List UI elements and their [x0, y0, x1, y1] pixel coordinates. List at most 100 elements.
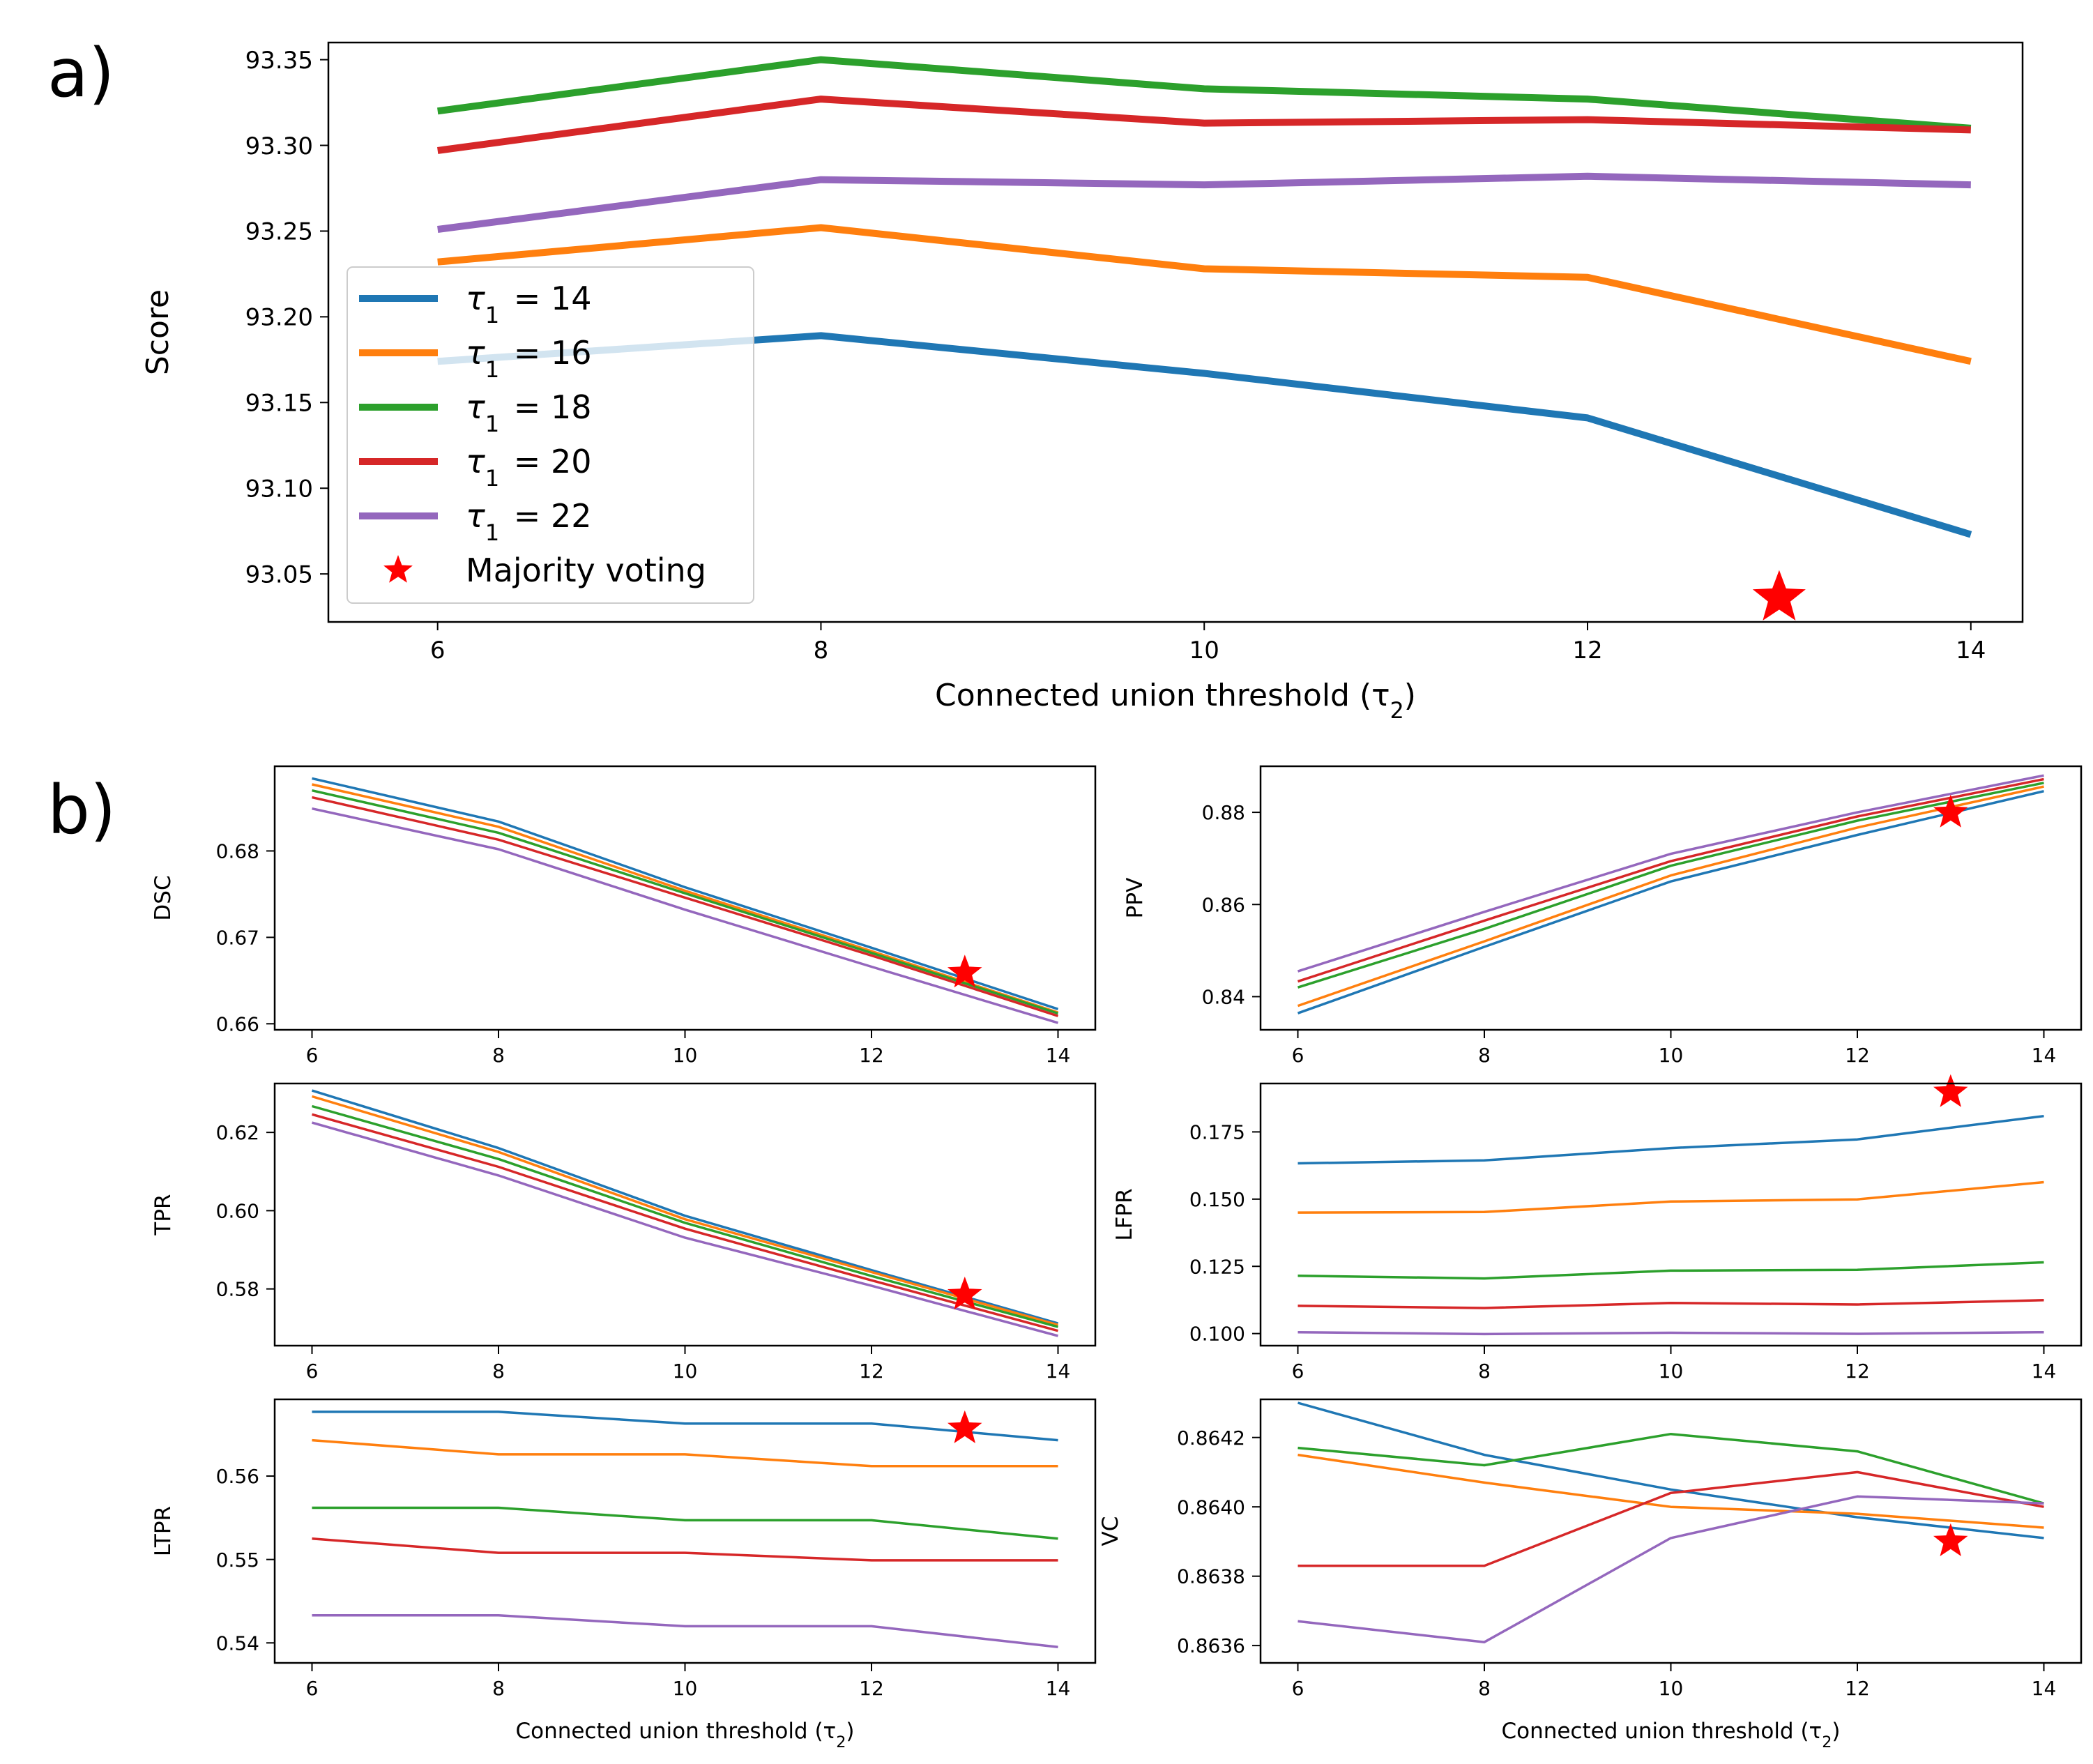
y-tick-label-ppv: 0.88 [1202, 801, 1245, 824]
y-tick-label-lfpr: 0.100 [1189, 1323, 1245, 1346]
series-line-tpr-4 [312, 1113, 1058, 1332]
series-line-vc-1 [1297, 1401, 2044, 1539]
series-line-vc-3 [1297, 1432, 2044, 1505]
series-line-vc-5 [1297, 1495, 2044, 1643]
x-tick-label-ppv: 14 [2032, 1044, 2057, 1067]
y-tick-label-tpr: 0.62 [216, 1121, 259, 1144]
y-tick-label-a: 93.25 [245, 218, 313, 246]
x-axis-label-a: Connected union threshold (τ2) [935, 678, 1416, 724]
series-line-dsc-2 [312, 783, 1059, 1014]
x-tick-label-dsc: 8 [492, 1044, 505, 1067]
series-line-tpr-2 [312, 1095, 1058, 1326]
x-tick-label-dsc: 10 [673, 1044, 698, 1067]
x-tick-label-vc: 12 [1845, 1677, 1870, 1700]
series-line-dsc-3 [312, 789, 1059, 1015]
x-tick-label-tpr: 14 [1046, 1360, 1071, 1383]
plot-tpr: 6 8 10 12 14 0.58 0.60 0.62 TPR [151, 1082, 1097, 1383]
legend-label-1: τ1 = 14 [466, 280, 592, 328]
x-tick-label-ppv: 8 [1478, 1044, 1491, 1067]
plot-dsc: 6 8 10 12 14 0.66 0.67 0.68 DSC [151, 765, 1097, 1067]
x-tick-label-ltpr: 12 [859, 1677, 884, 1700]
x-tick-label-ppv: 6 [1292, 1044, 1304, 1067]
series-line-tpr-3 [312, 1104, 1058, 1328]
series-line-ltpr-5 [312, 1614, 1058, 1649]
x-tick-label-a: 12 [1572, 637, 1602, 664]
series-line-dsc-5 [312, 807, 1059, 1024]
x-axis-label-vc: Connected union threshold (τ2) [1501, 1719, 1840, 1751]
y-tick-label-dsc: 0.68 [216, 840, 259, 863]
x-tick-label-tpr: 6 [306, 1360, 319, 1383]
series-line-a-5 [437, 172, 1971, 233]
x-tick-label-lfpr: 14 [2032, 1360, 2057, 1383]
series-line-ltpr-1 [312, 1411, 1058, 1442]
legend-label-5: τ1 = 22 [466, 497, 592, 546]
y-tick-label-ltpr: 0.54 [216, 1632, 259, 1655]
x-tick-label-vc: 14 [2032, 1677, 2057, 1700]
majority-voting-marker-lfpr [1933, 1074, 1968, 1107]
y-tick-label-a: 93.30 [245, 132, 313, 160]
legend-box [347, 266, 754, 604]
y-axis-label-lfpr: LFPR [1112, 1188, 1137, 1240]
x-tick-label-lfpr: 6 [1292, 1360, 1304, 1383]
y-axis-label-dsc: DSC [151, 875, 176, 920]
majority-voting-marker-a [1752, 570, 1806, 621]
y-tick-label-vc: 0.8636 [1177, 1634, 1245, 1657]
x-tick-label-ppv: 12 [1845, 1044, 1870, 1067]
series-line-vc-4 [1297, 1470, 2044, 1567]
series-line-ppv-4 [1297, 777, 2044, 983]
y-tick-label-ltpr: 0.56 [216, 1465, 259, 1488]
series-line-a-2 [437, 224, 1972, 365]
axes-frame-a [327, 41, 2024, 623]
y-axis-label-ppv: PPV [1122, 878, 1148, 919]
majority-voting-marker-dsc [947, 955, 982, 988]
y-axis-label-vc: VC [1098, 1516, 1123, 1546]
x-tick-label-vc: 10 [1659, 1677, 1684, 1700]
plot-ltpr: 6 8 10 12 14 0.54 0.55 0.56 LTPR Connected union … [151, 1398, 1097, 1751]
x-tick-label-dsc: 12 [859, 1044, 884, 1067]
series-line-tpr-1 [311, 1089, 1058, 1325]
x-tick-label-tpr: 8 [492, 1360, 505, 1383]
plot-lfpr: 6 8 10 12 14 0.100 0.125 0.150 0.175 LFPR [1112, 1074, 2083, 1383]
y-axis-label-a: Score [140, 289, 176, 375]
x-tick-label-lfpr: 12 [1845, 1360, 1870, 1383]
legend-star-marker [383, 555, 413, 583]
y-tick-label-a: 93.20 [245, 304, 313, 332]
series-line-lfpr-1 [1297, 1114, 2044, 1165]
legend-label-3: τ1 = 18 [466, 388, 592, 437]
series-line-ltpr-2 [312, 1438, 1058, 1468]
y-tick-label-ltpr: 0.55 [216, 1549, 259, 1572]
series-line-lfpr-2 [1297, 1180, 2044, 1214]
plot-a: 6 8 10 12 14 93.05 93.10 93.15 93.20 93.25 93.30 93… [140, 41, 2024, 724]
x-tick-label-a: 6 [430, 637, 446, 664]
series-line-dsc-1 [312, 777, 1059, 1010]
series-line-ppv-5 [1297, 774, 2044, 973]
y-tick-label-a: 93.10 [245, 475, 313, 503]
y-tick-label-dsc: 0.67 [216, 926, 259, 949]
x-tick-label-dsc: 6 [306, 1044, 319, 1067]
series-line-a-3 [437, 56, 1972, 132]
series-line-ppv-2 [1297, 785, 2044, 1008]
y-tick-label-tpr: 0.58 [216, 1278, 259, 1301]
y-tick-label-ppv: 0.86 [1202, 893, 1245, 916]
axes-frame-vc [1259, 1398, 2083, 1664]
panel-a-label: a) [47, 34, 114, 112]
series-line-ppv-1 [1297, 789, 2044, 1014]
series-line-lfpr-3 [1297, 1261, 2044, 1280]
plot-vc: 6 8 10 12 14 0.8636 0.8638 0.8640 0.8642 VC Connec… [1098, 1398, 2083, 1751]
series-line-dsc-4 [312, 796, 1059, 1017]
series-line-tpr-5 [312, 1121, 1058, 1337]
series-line-ppv-3 [1297, 782, 2044, 989]
majority-voting-marker-ppv [1933, 794, 1968, 828]
legend-label-majority-voting: Majority voting [466, 552, 706, 589]
x-tick-label-ppv: 10 [1659, 1044, 1684, 1067]
series-line-ltpr-4 [312, 1537, 1058, 1562]
x-tick-label-a: 8 [814, 637, 829, 664]
y-tick-label-lfpr: 0.175 [1189, 1120, 1245, 1143]
y-tick-label-lfpr: 0.125 [1189, 1255, 1245, 1278]
y-tick-label-ppv: 0.84 [1202, 985, 1245, 1008]
x-tick-label-tpr: 10 [673, 1360, 698, 1383]
x-tick-label-lfpr: 8 [1478, 1360, 1491, 1383]
x-tick-label-lfpr: 10 [1659, 1360, 1684, 1383]
series-line-lfpr-4 [1297, 1299, 2044, 1309]
series-line-a-4 [437, 96, 1971, 154]
